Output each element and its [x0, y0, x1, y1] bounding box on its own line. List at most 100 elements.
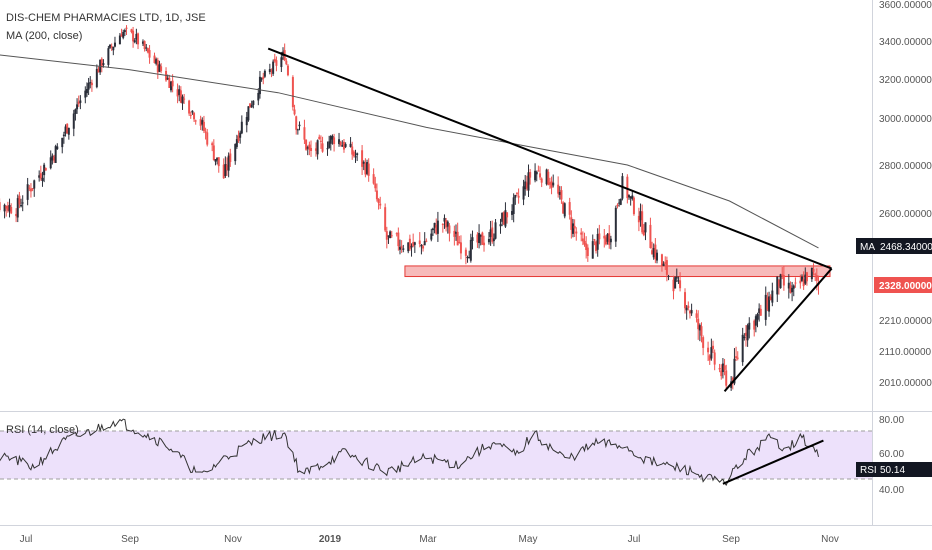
- candle-body: [514, 194, 517, 198]
- candle-body: [596, 234, 599, 250]
- candle-body: [580, 232, 583, 235]
- candle-body: [815, 275, 818, 281]
- candle-body: [741, 334, 744, 363]
- candle-body: [102, 63, 105, 66]
- candle-body: [764, 294, 767, 320]
- candle-body: [199, 119, 202, 126]
- time-axis[interactable]: Jul Sep Nov 2019 Mar May Jul Sep Nov: [20, 534, 839, 545]
- ma-legend[interactable]: MA (200, close): [6, 30, 82, 42]
- last-price-tag: 2328.00000: [874, 277, 932, 293]
- candle-body: [412, 242, 415, 247]
- candle-body: [145, 47, 148, 49]
- candle-body: [303, 127, 306, 140]
- candle-body: [464, 249, 467, 256]
- price-tick-label: 3000.00000: [879, 114, 932, 125]
- candle-body: [367, 163, 370, 176]
- candle-body: [305, 139, 308, 150]
- candle-body: [744, 332, 747, 336]
- candle-body: [148, 50, 151, 58]
- moving-average-line: [0, 54, 819, 249]
- candle-body: [511, 211, 514, 215]
- candle-body: [402, 248, 405, 250]
- candle-body: [169, 81, 172, 91]
- candle-body: [609, 238, 612, 243]
- price-trendlines: [267, 47, 833, 392]
- candle-body: [342, 141, 345, 150]
- symbol-legend[interactable]: DIS-CHEM PHARMACIES LTD, 1D, JSE: [6, 12, 206, 24]
- candle-body: [155, 59, 158, 64]
- candle-body: [537, 170, 540, 172]
- candle-body: [672, 279, 675, 292]
- candle-body: [113, 42, 116, 47]
- candle-body: [125, 27, 128, 29]
- candle-body: [665, 260, 668, 275]
- candle-body: [275, 60, 278, 66]
- last-price-value: 2328.00000: [879, 281, 932, 292]
- candle-body: [431, 228, 434, 231]
- candle-body: [575, 231, 578, 234]
- candle-body: [20, 204, 23, 207]
- candle-body: [179, 90, 182, 103]
- candle-body: [685, 307, 688, 311]
- candle-body: [338, 139, 341, 144]
- candle-body: [286, 65, 289, 76]
- candle-body: [810, 267, 813, 280]
- candle-body: [272, 61, 275, 74]
- candle-body: [656, 252, 659, 261]
- time-tick-label: Mar: [419, 534, 437, 545]
- candle-body: [268, 69, 271, 73]
- candle-body: [614, 207, 617, 242]
- candle-body: [188, 100, 191, 114]
- candle-body: [234, 144, 237, 162]
- candle-body: [539, 173, 542, 178]
- candle-body: [782, 275, 785, 286]
- candle-body: [310, 147, 313, 151]
- candle-body: [3, 204, 6, 212]
- candle-body: [568, 202, 571, 215]
- rsi-tick-label: 40.00: [879, 485, 904, 496]
- candle-body: [799, 280, 802, 284]
- candle-body: [53, 156, 56, 161]
- candle-body: [349, 143, 352, 148]
- candle-body: [504, 210, 507, 227]
- candle-body: [805, 272, 808, 282]
- candle-body: [44, 168, 47, 171]
- candle-body: [341, 145, 344, 147]
- candle-body: [593, 239, 596, 241]
- candle-body: [201, 120, 204, 125]
- candle-body: [38, 175, 41, 178]
- candle-body: [16, 198, 19, 218]
- candle-body: [67, 127, 70, 135]
- candle-body: [384, 207, 387, 231]
- candle-body: [787, 282, 790, 289]
- candle-body: [802, 279, 805, 287]
- candle-body: [695, 313, 698, 318]
- candle-body: [481, 232, 484, 245]
- candle-body: [781, 274, 784, 276]
- candle-body: [316, 140, 319, 155]
- candle-body: [217, 157, 220, 167]
- price-axis[interactable]: 3600.00000 3400.00000 3200.00000 3000.00…: [879, 0, 932, 389]
- candle-body: [723, 365, 726, 370]
- candlestick-series: [0, 25, 820, 391]
- price-tick-label: 3600.00000: [879, 0, 932, 11]
- candle-body: [8, 205, 11, 212]
- rsi-axis[interactable]: 80.00 60.00 40.00: [879, 415, 904, 496]
- rsi-value-tag: RSI 50.14: [856, 462, 932, 477]
- candle-body: [628, 195, 630, 197]
- candle-body: [591, 241, 594, 259]
- candle-body: [768, 296, 771, 312]
- candle-body: [487, 238, 490, 243]
- ma-tag-label: MA: [860, 242, 875, 253]
- candle-body: [31, 188, 34, 190]
- candle-body: [257, 92, 260, 101]
- candle-body: [29, 188, 32, 192]
- candle-body: [455, 231, 458, 234]
- candle-body: [18, 195, 21, 205]
- candle-body: [260, 78, 263, 80]
- candle-body: [535, 172, 538, 175]
- candle-body: [489, 229, 492, 238]
- time-tick-label: Jul: [20, 534, 33, 545]
- rsi-legend[interactable]: RSI (14, close): [6, 424, 79, 436]
- candle-body: [390, 235, 393, 237]
